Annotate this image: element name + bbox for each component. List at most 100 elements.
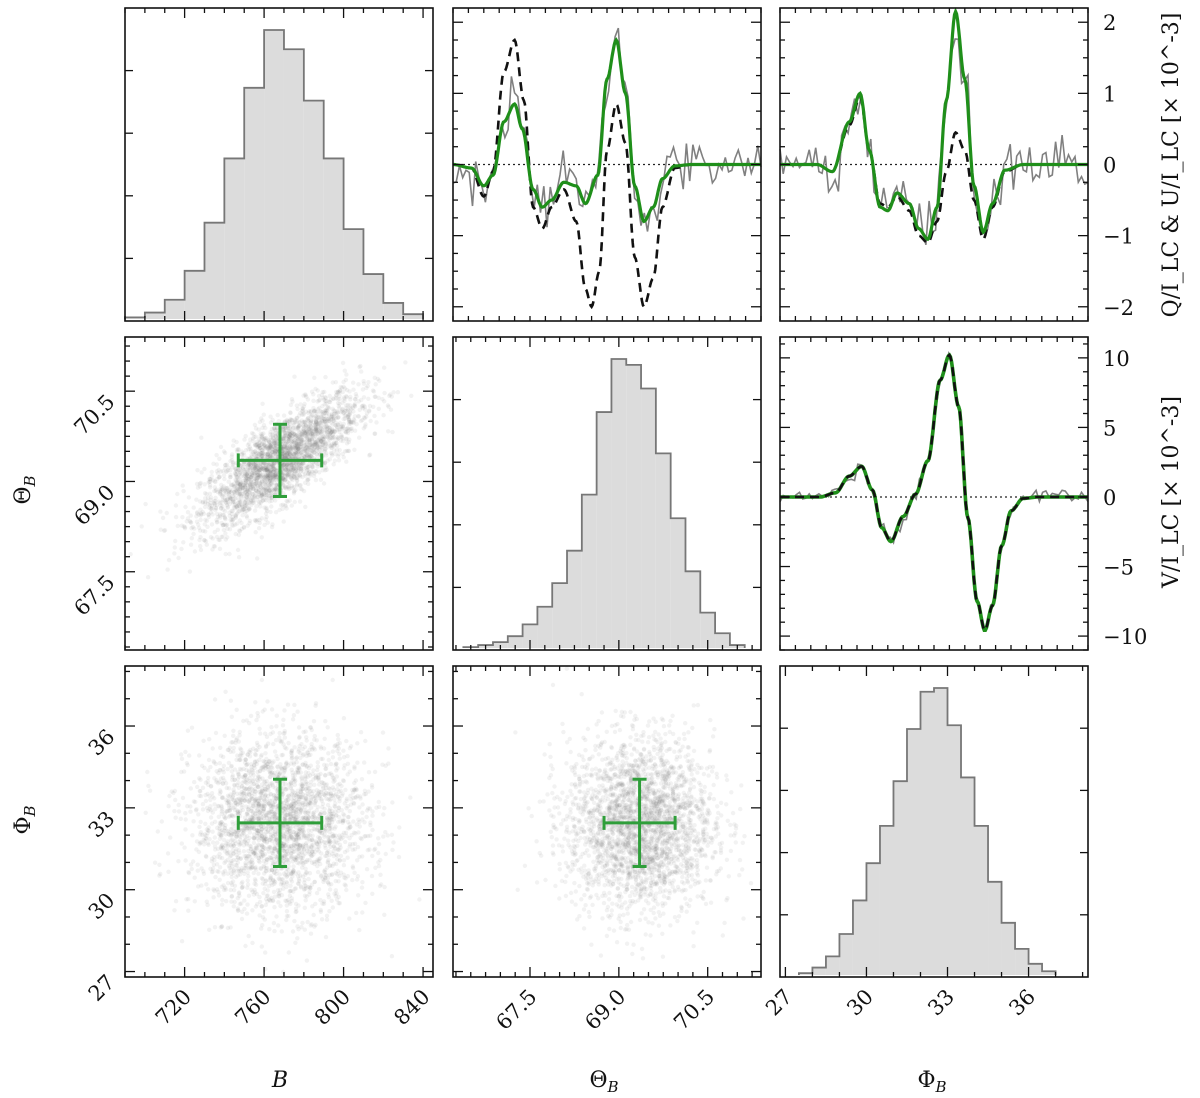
scatter-sample-point (287, 444, 292, 449)
scatter-sample-point (252, 508, 258, 513)
scatter-sample-point (183, 858, 188, 863)
scatter-sample-point (230, 773, 235, 778)
scatter-sample-point (197, 753, 202, 758)
scatter-sample-point (313, 425, 318, 430)
scatter-sample-point (287, 469, 293, 474)
scatter-sample-point (317, 405, 322, 411)
scatter-sample-point (198, 528, 203, 533)
scatter-sample-point (325, 458, 330, 463)
scatter-sample-point (235, 908, 241, 913)
scatter-sample-point (257, 480, 263, 486)
scatter-sample-point (352, 414, 358, 419)
scatter-sample-point (334, 393, 339, 398)
scatter-sample-point (288, 430, 293, 435)
scatter-sample-point (292, 471, 298, 477)
scatter-sample-point (292, 374, 297, 379)
scatter-sample-point (194, 514, 199, 519)
scatter-sample-point (299, 461, 305, 467)
scatter-sample-point (268, 829, 273, 835)
scatter-sample-point (226, 786, 232, 791)
scatter-sample-point (272, 472, 278, 477)
scatter-sample-point (229, 894, 235, 899)
scatter-sample-point (224, 486, 230, 491)
scatter-sample-point (285, 465, 291, 470)
scatter-sample-point (280, 506, 285, 512)
scatter-sample-point (263, 444, 268, 449)
scatter-sample-point (323, 409, 328, 414)
scatter-sample-point (263, 454, 268, 459)
scatter-sample-point (245, 442, 251, 448)
scatter-sample-point (361, 395, 367, 400)
scatter-sample-point (257, 492, 262, 498)
scatter-sample-point (303, 872, 308, 877)
scatter-sample-point (232, 490, 238, 496)
scatter-sample-point (338, 853, 344, 859)
scatter-sample-point (243, 786, 249, 791)
scatter-sample-point (229, 517, 235, 522)
histogram-bar (611, 359, 627, 648)
scatter-sample-point (196, 522, 201, 527)
scatter-sample-point (289, 756, 294, 761)
scatter-sample-point (325, 859, 330, 864)
scatter-sample-point (200, 832, 205, 838)
scatter-sample-point (303, 842, 309, 847)
scatter-sample-point (165, 851, 171, 856)
scatter-sample-point (311, 442, 316, 448)
scatter-sample-point (221, 763, 226, 768)
scatter-sample-point (245, 878, 250, 883)
scatter-sample-point (396, 854, 402, 860)
scatter-sample-point (173, 514, 179, 520)
scatter-sample-point (207, 927, 212, 932)
scatter-sample-point (325, 725, 330, 730)
scatter-sample-point (315, 461, 320, 467)
scatter-sample-point (186, 908, 191, 913)
scatter-sample-point (256, 501, 262, 506)
scatter-sample-point (355, 874, 361, 879)
scatter-sample-point (189, 866, 194, 872)
scatter-sample-point (267, 468, 272, 474)
scatter-sample-point (291, 439, 296, 444)
scatter-sample-point (261, 487, 266, 492)
scatter-sample-point (370, 813, 375, 818)
scatter-sample-point (302, 401, 307, 407)
scatter-sample-point (183, 504, 188, 510)
scatter-sample-point (287, 426, 293, 431)
scatter-sample-point (253, 471, 258, 476)
scatter-sample-point (345, 772, 350, 777)
scatter-sample-point (271, 486, 276, 491)
scatter-sample-point (215, 854, 220, 859)
scatter-sample-point (272, 450, 278, 456)
histogram-bar (343, 229, 364, 319)
scatter-sample-point (294, 483, 300, 488)
scatter-sample-point (204, 882, 209, 887)
scatter-sample-point (233, 829, 239, 834)
scatter-sample-point (260, 436, 265, 441)
scatter-sample-point (281, 426, 286, 431)
scatter-sample-point (237, 529, 243, 534)
scatter-sample-point (383, 851, 388, 857)
scatter-sample-point (274, 477, 279, 483)
scatter-sample-point (260, 448, 265, 453)
scatter-sample-point (228, 497, 233, 502)
scatter-sample-point (275, 764, 280, 769)
scatter-sample-point (306, 433, 311, 438)
scatter-sample-point (270, 462, 275, 468)
scatter-sample-point (274, 483, 279, 488)
scatter-sample-point (302, 886, 307, 892)
scatter-sample-point (338, 438, 344, 443)
scatter-sample-point (330, 380, 335, 385)
scatter-sample-point (271, 439, 277, 444)
scatter-sample-point (217, 475, 222, 480)
scatter-sample-point (270, 474, 275, 479)
scatter-sample-point (239, 493, 244, 499)
scatter-sample-point (353, 778, 359, 783)
scatter-sample-point (317, 436, 322, 441)
scatter-sample-point (282, 444, 287, 449)
scatter-sample-point (329, 436, 334, 441)
scatter-sample-point (357, 824, 362, 829)
scatter-sample-point (336, 737, 341, 742)
scatter-sample-point (236, 472, 242, 477)
scatter-sample-point (283, 468, 289, 473)
scatter-sample-point (298, 474, 303, 479)
scatter-sample-point (282, 708, 287, 713)
